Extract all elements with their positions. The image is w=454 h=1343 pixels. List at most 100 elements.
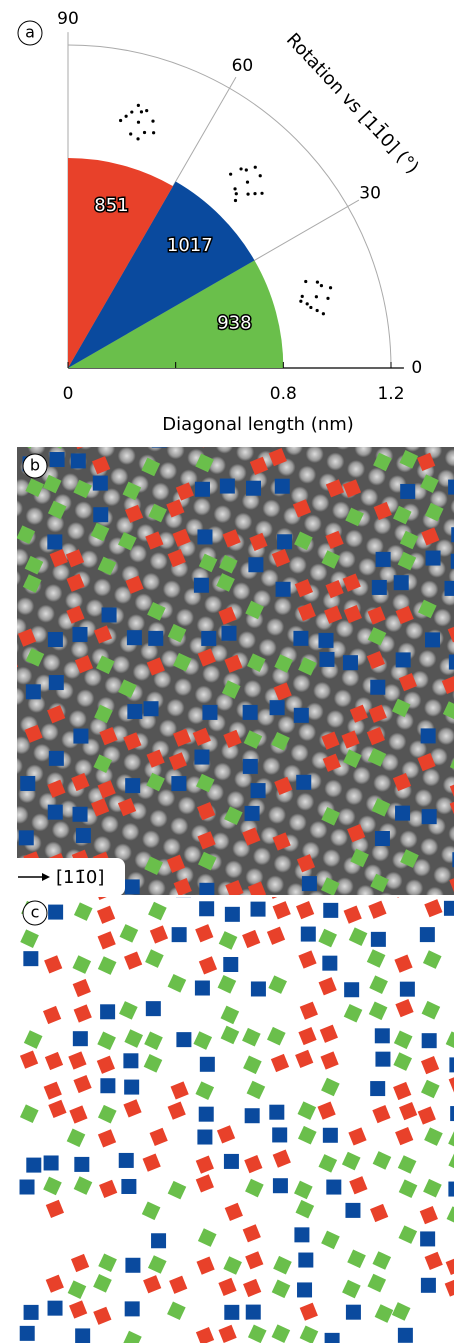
tile bbox=[452, 852, 454, 868]
sector-label: 1017 bbox=[167, 235, 213, 256]
tile bbox=[392, 505, 412, 525]
tile bbox=[194, 749, 210, 765]
outer-arc bbox=[67, 44, 392, 369]
tile bbox=[323, 902, 339, 918]
tile bbox=[24, 555, 44, 575]
tile bbox=[73, 479, 92, 499]
tile bbox=[242, 929, 261, 949]
tile bbox=[271, 548, 291, 568]
tile bbox=[249, 456, 269, 475]
tile bbox=[197, 1129, 213, 1145]
tile bbox=[100, 1004, 116, 1020]
tile bbox=[0, 1126, 11, 1145]
tile bbox=[148, 901, 167, 921]
tile bbox=[197, 529, 213, 545]
tile bbox=[218, 931, 238, 950]
tile bbox=[0, 730, 12, 749]
tile bbox=[199, 901, 215, 917]
tile bbox=[294, 579, 313, 598]
tile bbox=[25, 684, 41, 700]
tile bbox=[245, 1178, 264, 1198]
tile bbox=[171, 927, 187, 943]
tile bbox=[243, 1278, 262, 1298]
tile bbox=[320, 1051, 339, 1070]
tile bbox=[420, 1277, 436, 1293]
tile bbox=[167, 1301, 186, 1321]
tile bbox=[422, 950, 442, 969]
tile bbox=[419, 1205, 438, 1225]
tile bbox=[448, 1181, 454, 1197]
tile bbox=[398, 672, 418, 692]
tile bbox=[0, 500, 15, 515]
scatter-point bbox=[233, 187, 237, 191]
tile bbox=[399, 1102, 418, 1121]
tile bbox=[175, 482, 195, 501]
tile bbox=[398, 1179, 418, 1199]
tile bbox=[68, 1051, 87, 1070]
tile bbox=[270, 1053, 290, 1073]
tile bbox=[247, 1324, 267, 1343]
tile bbox=[66, 1128, 86, 1148]
sector-label: 938 bbox=[217, 312, 251, 333]
tile bbox=[173, 878, 192, 895]
tile bbox=[348, 1127, 367, 1146]
tile bbox=[223, 729, 242, 749]
tile bbox=[424, 899, 443, 918]
tile bbox=[17, 447, 37, 449]
tile bbox=[347, 824, 366, 843]
tile bbox=[195, 453, 214, 473]
tile bbox=[195, 773, 215, 793]
tile bbox=[0, 774, 16, 792]
tile bbox=[448, 1130, 454, 1150]
tile bbox=[44, 955, 63, 974]
tile bbox=[297, 602, 316, 622]
tile bbox=[1, 1077, 16, 1092]
tile bbox=[272, 1149, 291, 1168]
tile bbox=[175, 897, 191, 898]
tile bbox=[73, 1176, 93, 1195]
tile bbox=[395, 999, 414, 1018]
tile bbox=[399, 450, 419, 469]
tile bbox=[243, 730, 263, 749]
tile bbox=[218, 1277, 237, 1296]
tile bbox=[446, 1206, 454, 1225]
tile bbox=[145, 949, 164, 968]
tile bbox=[419, 927, 435, 943]
tile bbox=[124, 879, 140, 895]
tile bbox=[195, 1081, 215, 1100]
tile bbox=[73, 728, 89, 744]
tile bbox=[223, 956, 239, 972]
tile bbox=[151, 447, 167, 448]
scatter-point bbox=[305, 302, 309, 306]
tile bbox=[219, 478, 235, 494]
tile bbox=[167, 623, 187, 643]
tile bbox=[72, 447, 91, 450]
tile bbox=[451, 527, 454, 543]
tile bbox=[0, 704, 16, 722]
tile bbox=[345, 1304, 361, 1320]
tile bbox=[321, 1077, 340, 1097]
tile bbox=[125, 1257, 141, 1273]
tile bbox=[121, 1178, 137, 1194]
scatter-point bbox=[309, 305, 313, 310]
tile bbox=[326, 1179, 342, 1195]
tile bbox=[248, 557, 264, 573]
tile bbox=[141, 1201, 161, 1221]
scatter-point bbox=[239, 167, 243, 171]
tile bbox=[97, 1031, 116, 1051]
tile bbox=[72, 626, 88, 642]
tile bbox=[224, 1202, 243, 1221]
tile bbox=[272, 901, 291, 920]
tile bbox=[421, 1079, 440, 1099]
tile bbox=[101, 607, 117, 623]
tile bbox=[273, 1255, 292, 1275]
tile bbox=[368, 704, 387, 723]
tile bbox=[272, 832, 291, 851]
tile bbox=[444, 580, 454, 596]
tile bbox=[369, 426, 388, 445]
tile bbox=[421, 1033, 437, 1049]
tile bbox=[97, 956, 117, 975]
tile bbox=[297, 1125, 317, 1145]
chart-title: Rotation vs [11̄0] (°) bbox=[282, 28, 424, 178]
